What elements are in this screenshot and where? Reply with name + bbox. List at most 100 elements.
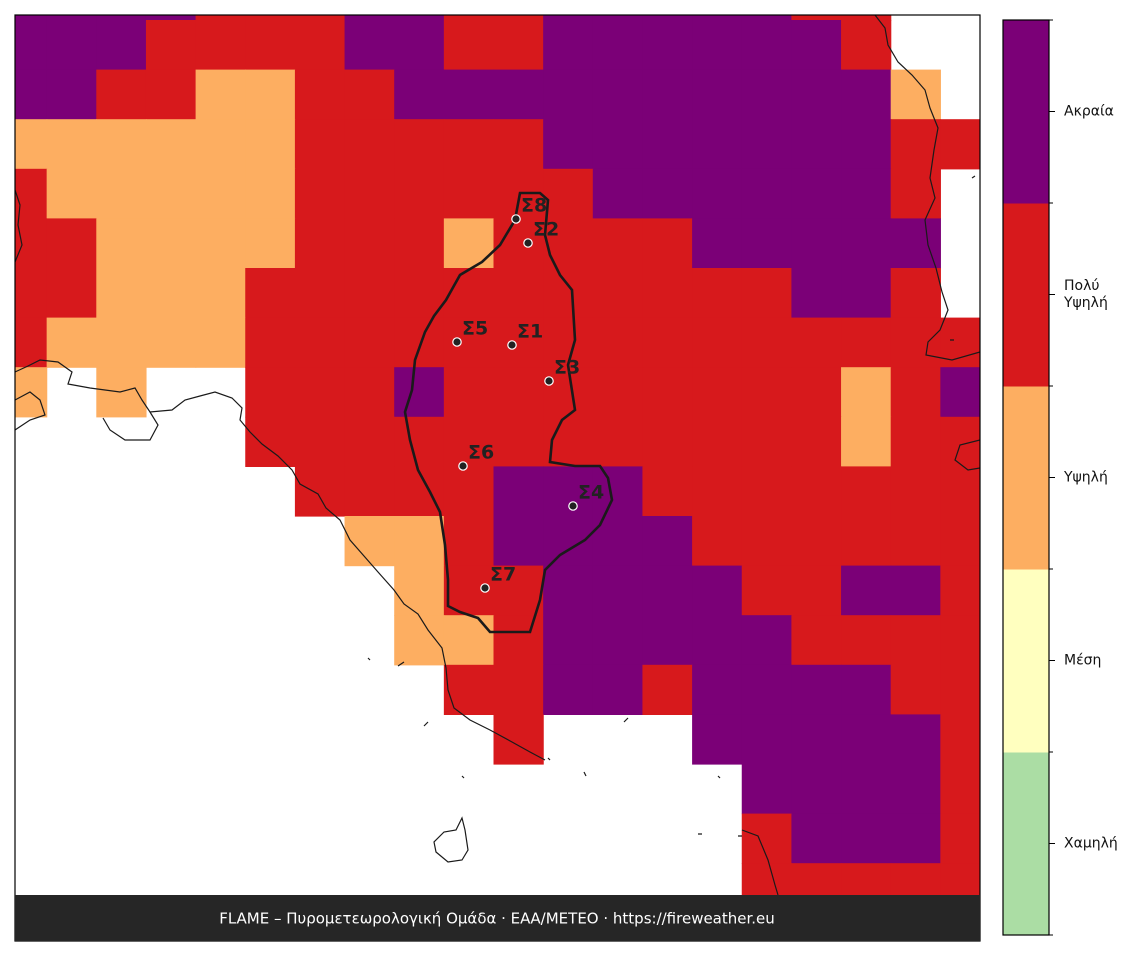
raster-cell — [543, 516, 594, 567]
raster-cell — [46, 119, 97, 170]
raster-cell — [841, 516, 892, 567]
raster-cell — [692, 615, 743, 666]
footer-bar — [15, 895, 980, 941]
raster-cell — [940, 416, 980, 467]
stations: Σ1 Σ2 Σ3 Σ4 Σ5 Σ6 Σ7 Σ8 — [452, 195, 604, 593]
raster-cell — [642, 69, 693, 120]
raster-cell — [841, 367, 892, 418]
raster-cell — [443, 15, 495, 21]
raster-cell — [543, 69, 594, 120]
raster-cell — [890, 119, 941, 170]
raster-cell — [791, 218, 842, 269]
raster-cell — [692, 466, 743, 517]
raster-cell — [443, 268, 495, 319]
raster-cell — [195, 69, 246, 120]
raster-cell — [642, 15, 693, 21]
raster-cell — [741, 416, 792, 467]
raster-cell — [692, 268, 743, 319]
raster-cell — [493, 20, 544, 71]
raster-cell — [692, 20, 743, 71]
raster-cell — [791, 714, 842, 765]
raster-cell — [791, 813, 842, 864]
raster-cell — [46, 268, 97, 319]
raster-cell — [592, 565, 644, 616]
raster-cell — [245, 168, 296, 219]
raster-cell — [443, 317, 495, 368]
raster-cell — [841, 565, 892, 616]
station-label: Σ3 — [554, 357, 580, 379]
raster-cell — [741, 764, 792, 815]
raster-cell — [642, 218, 693, 269]
raster-cell — [96, 268, 147, 319]
raster-cell — [841, 168, 892, 219]
raster-cell — [940, 714, 980, 765]
raster-cell — [741, 69, 792, 120]
raster-cell — [493, 615, 544, 666]
raster-cell — [394, 218, 445, 269]
raster-cell — [692, 218, 743, 269]
raster-cell — [46, 317, 97, 368]
colorbar-segment — [1003, 386, 1049, 570]
raster-cell — [791, 168, 842, 219]
raster-cell — [741, 664, 792, 715]
raster-cell — [543, 466, 594, 517]
raster-cell — [394, 565, 445, 616]
raster-cell — [394, 119, 445, 170]
raster-cell — [592, 15, 644, 21]
raster-cell — [791, 15, 842, 21]
raster-cell — [592, 69, 644, 120]
raster-cell — [493, 268, 544, 319]
raster-cell — [15, 168, 48, 219]
station-dot — [568, 501, 578, 511]
raster-cell — [195, 119, 246, 170]
raster-cell — [96, 15, 147, 21]
coastline — [367, 175, 976, 837]
raster-cell — [592, 615, 644, 666]
raster-cell — [493, 664, 544, 715]
raster-cell — [344, 516, 395, 567]
raster-cell — [642, 20, 693, 71]
raster-cell — [841, 416, 892, 467]
raster-cell — [890, 367, 941, 418]
raster-cell — [344, 367, 395, 418]
raster-cell — [294, 416, 346, 467]
raster-cell — [543, 664, 594, 715]
raster-cell — [940, 516, 980, 567]
coastline — [15, 391, 46, 431]
raster-cell — [443, 20, 495, 71]
raster-cell — [741, 466, 792, 517]
raster-cell — [841, 764, 892, 815]
raster-cell — [940, 664, 980, 715]
raster-cell — [692, 516, 743, 567]
raster-cell — [890, 218, 941, 269]
raster-cell — [46, 69, 97, 120]
colorbar-segment — [1003, 752, 1049, 936]
raster-cell — [145, 218, 197, 269]
raster-cell — [592, 119, 644, 170]
legend-label: Πολύ Υψηλή — [1064, 277, 1108, 311]
raster-cell — [46, 15, 97, 21]
raster-cell — [841, 813, 892, 864]
raster-cell — [493, 119, 544, 170]
raster-cell — [692, 714, 743, 765]
raster-cell — [145, 317, 197, 368]
raster-cell — [642, 615, 693, 666]
station-label: Σ6 — [468, 442, 494, 464]
raster-cell — [841, 615, 892, 666]
raster-cell — [394, 317, 445, 368]
raster-cell — [841, 466, 892, 517]
raster-cell — [741, 15, 792, 21]
raster-cell — [443, 367, 495, 418]
raster-cell — [940, 119, 980, 170]
raster-cell — [940, 317, 980, 368]
raster-cell — [841, 664, 892, 715]
raster-cell — [841, 218, 892, 269]
colorbar-frame — [1002, 19, 1050, 936]
colorbar-segment — [1003, 20, 1049, 204]
raster-cell — [493, 466, 544, 517]
raster-cell — [145, 119, 197, 170]
raster-cell — [592, 416, 644, 467]
station-label: Σ7 — [490, 564, 516, 586]
raster-cell — [493, 714, 544, 765]
raster-cell — [741, 168, 792, 219]
